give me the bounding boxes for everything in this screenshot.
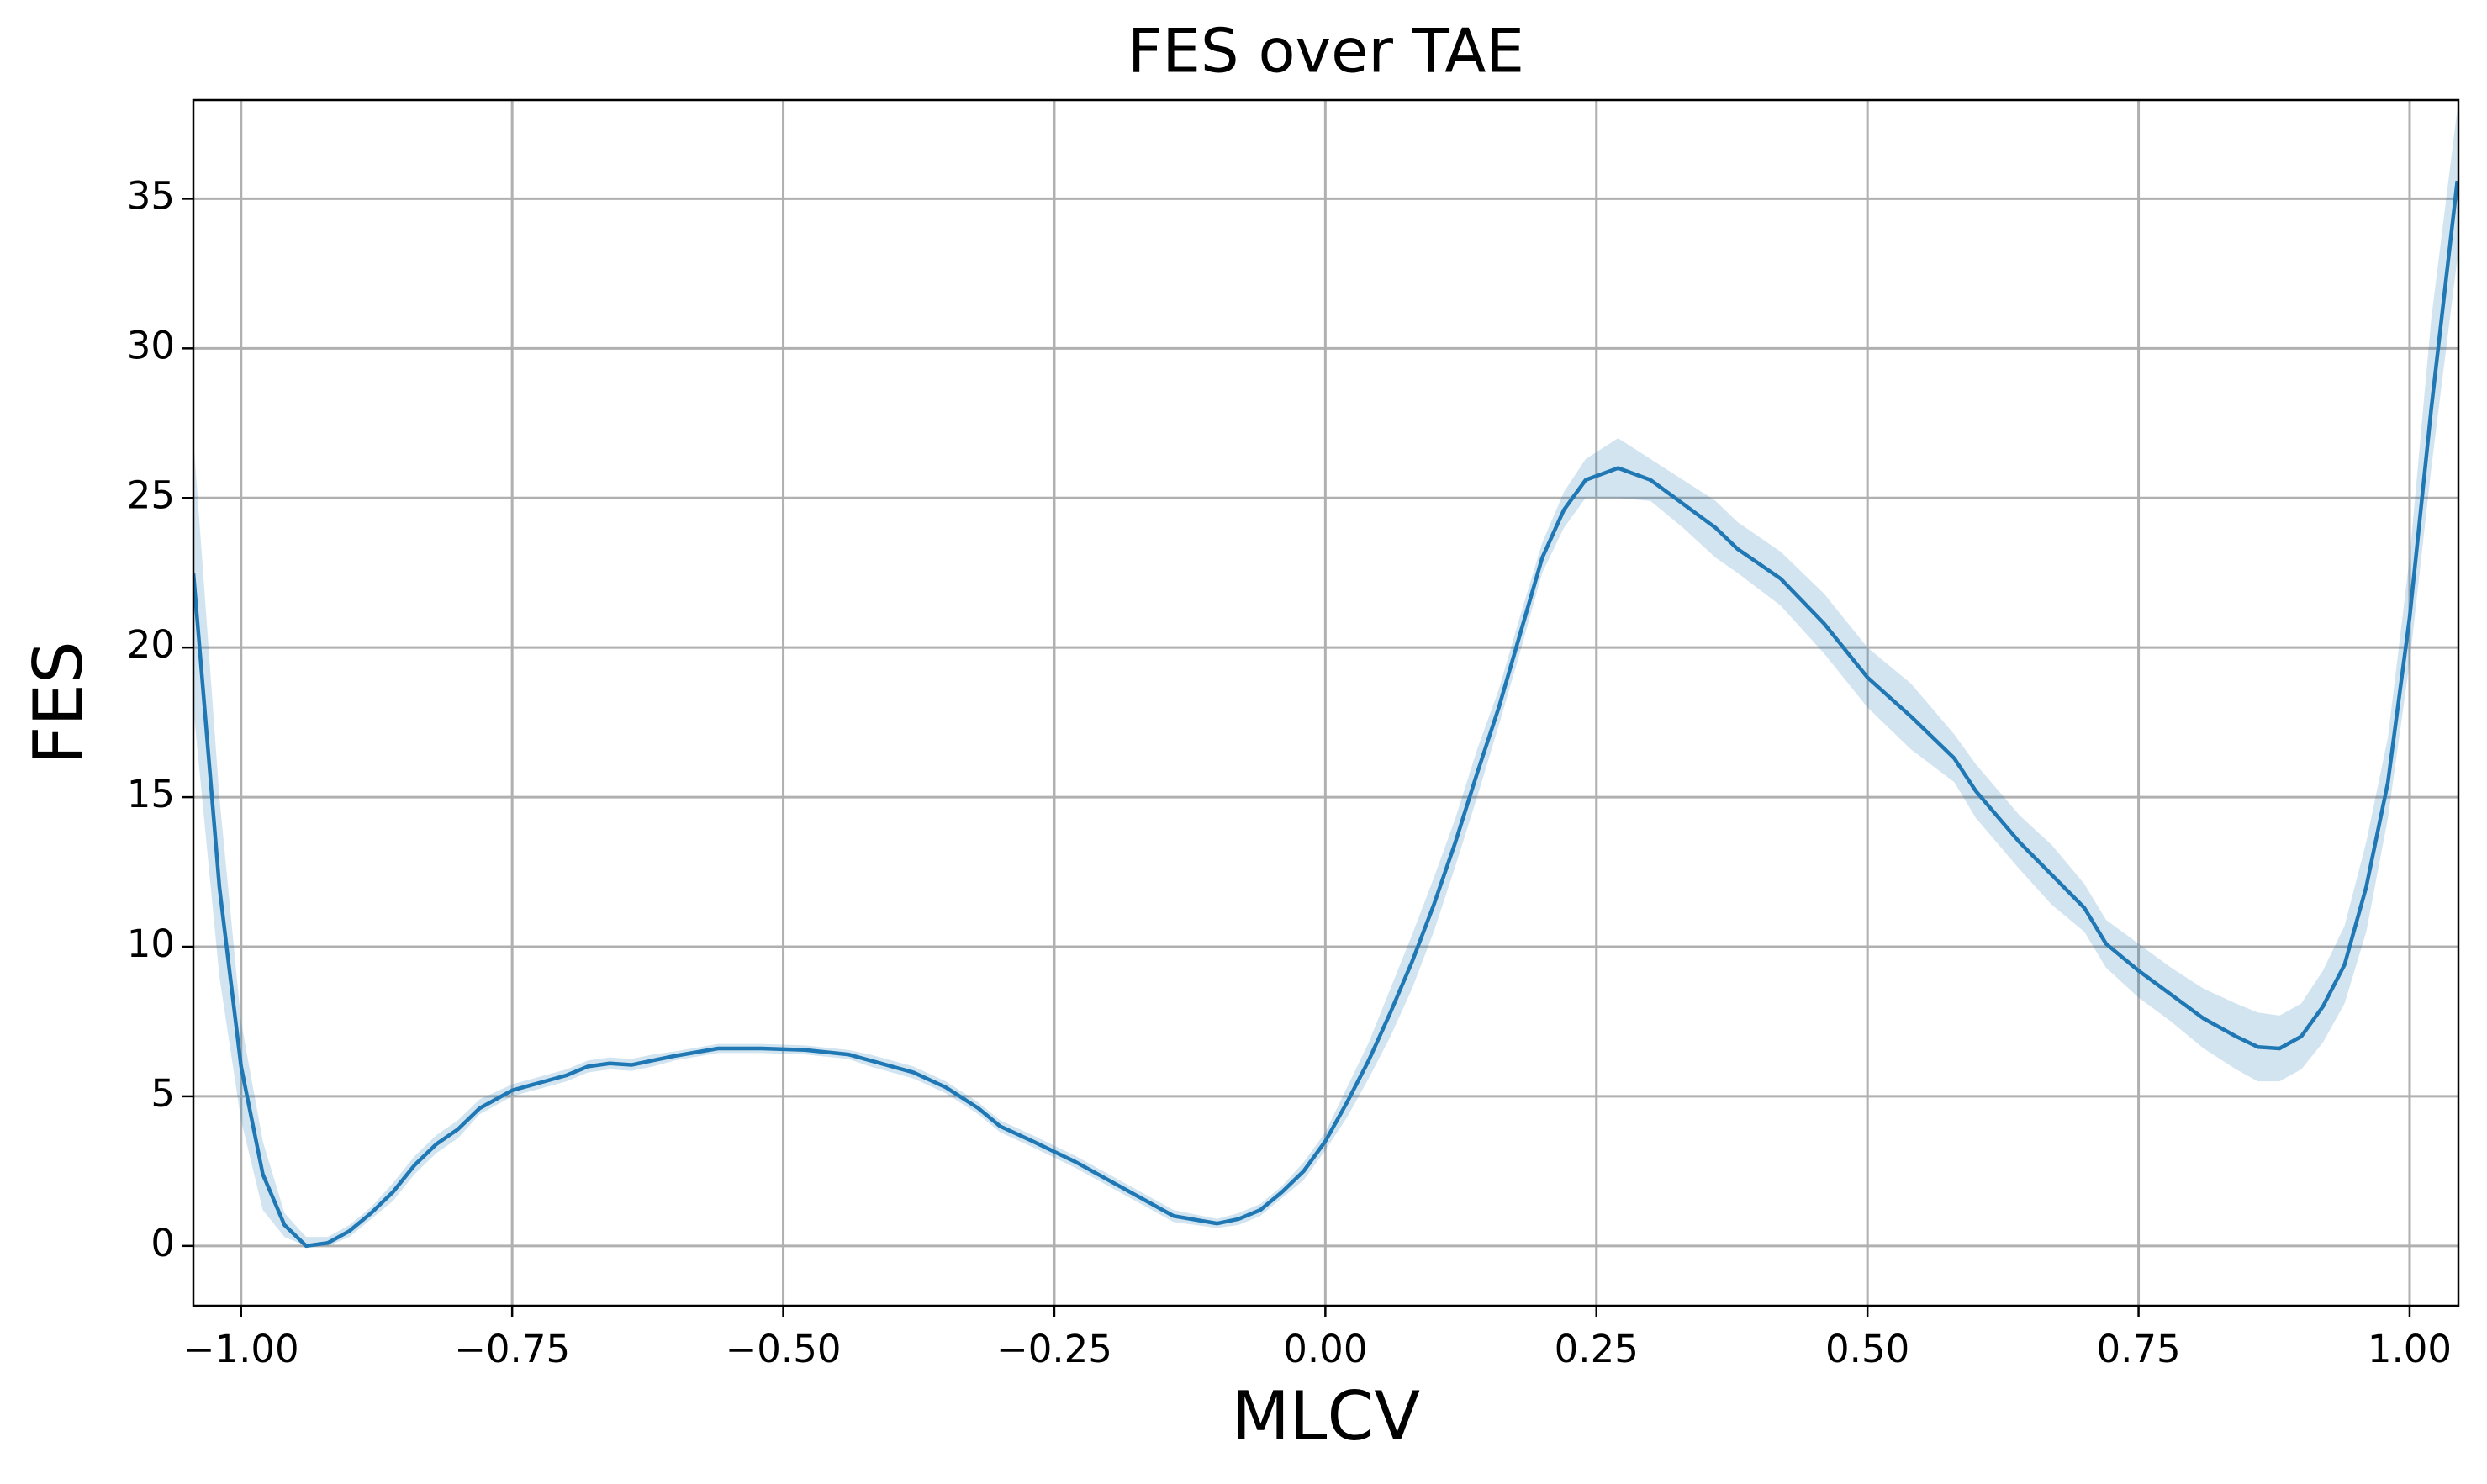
x-axis-label: MLCV bbox=[1232, 1377, 1420, 1455]
x-tick-label: 0.00 bbox=[1283, 1327, 1367, 1371]
fes-line bbox=[193, 180, 2458, 1249]
x-tick-label: −0.50 bbox=[726, 1327, 842, 1371]
x-tick-label: −0.25 bbox=[996, 1327, 1112, 1371]
x-tick-label: 0.25 bbox=[1555, 1327, 1639, 1371]
x-tick-label: 0.50 bbox=[1825, 1327, 1909, 1371]
x-tick-label: −1.00 bbox=[183, 1327, 299, 1371]
y-tick-label: 0 bbox=[150, 1221, 175, 1265]
y-tick-label: 25 bbox=[127, 473, 175, 517]
y-tick-label: 20 bbox=[127, 622, 175, 667]
y-tick-label: 30 bbox=[127, 323, 175, 367]
y-axis-label: FES bbox=[19, 641, 98, 764]
chart-title: FES over TAE bbox=[1127, 16, 1524, 87]
x-tick-label: 1.00 bbox=[2368, 1327, 2452, 1371]
y-tick-label: 15 bbox=[127, 772, 175, 816]
y-tick-label: 35 bbox=[127, 173, 175, 218]
y-tick-label: 10 bbox=[127, 922, 175, 966]
plot-frame bbox=[192, 98, 2460, 1307]
x-tick-label: −0.75 bbox=[454, 1327, 570, 1371]
x-tick-label: 0.75 bbox=[2096, 1327, 2180, 1371]
y-tick-label: 5 bbox=[150, 1071, 175, 1116]
